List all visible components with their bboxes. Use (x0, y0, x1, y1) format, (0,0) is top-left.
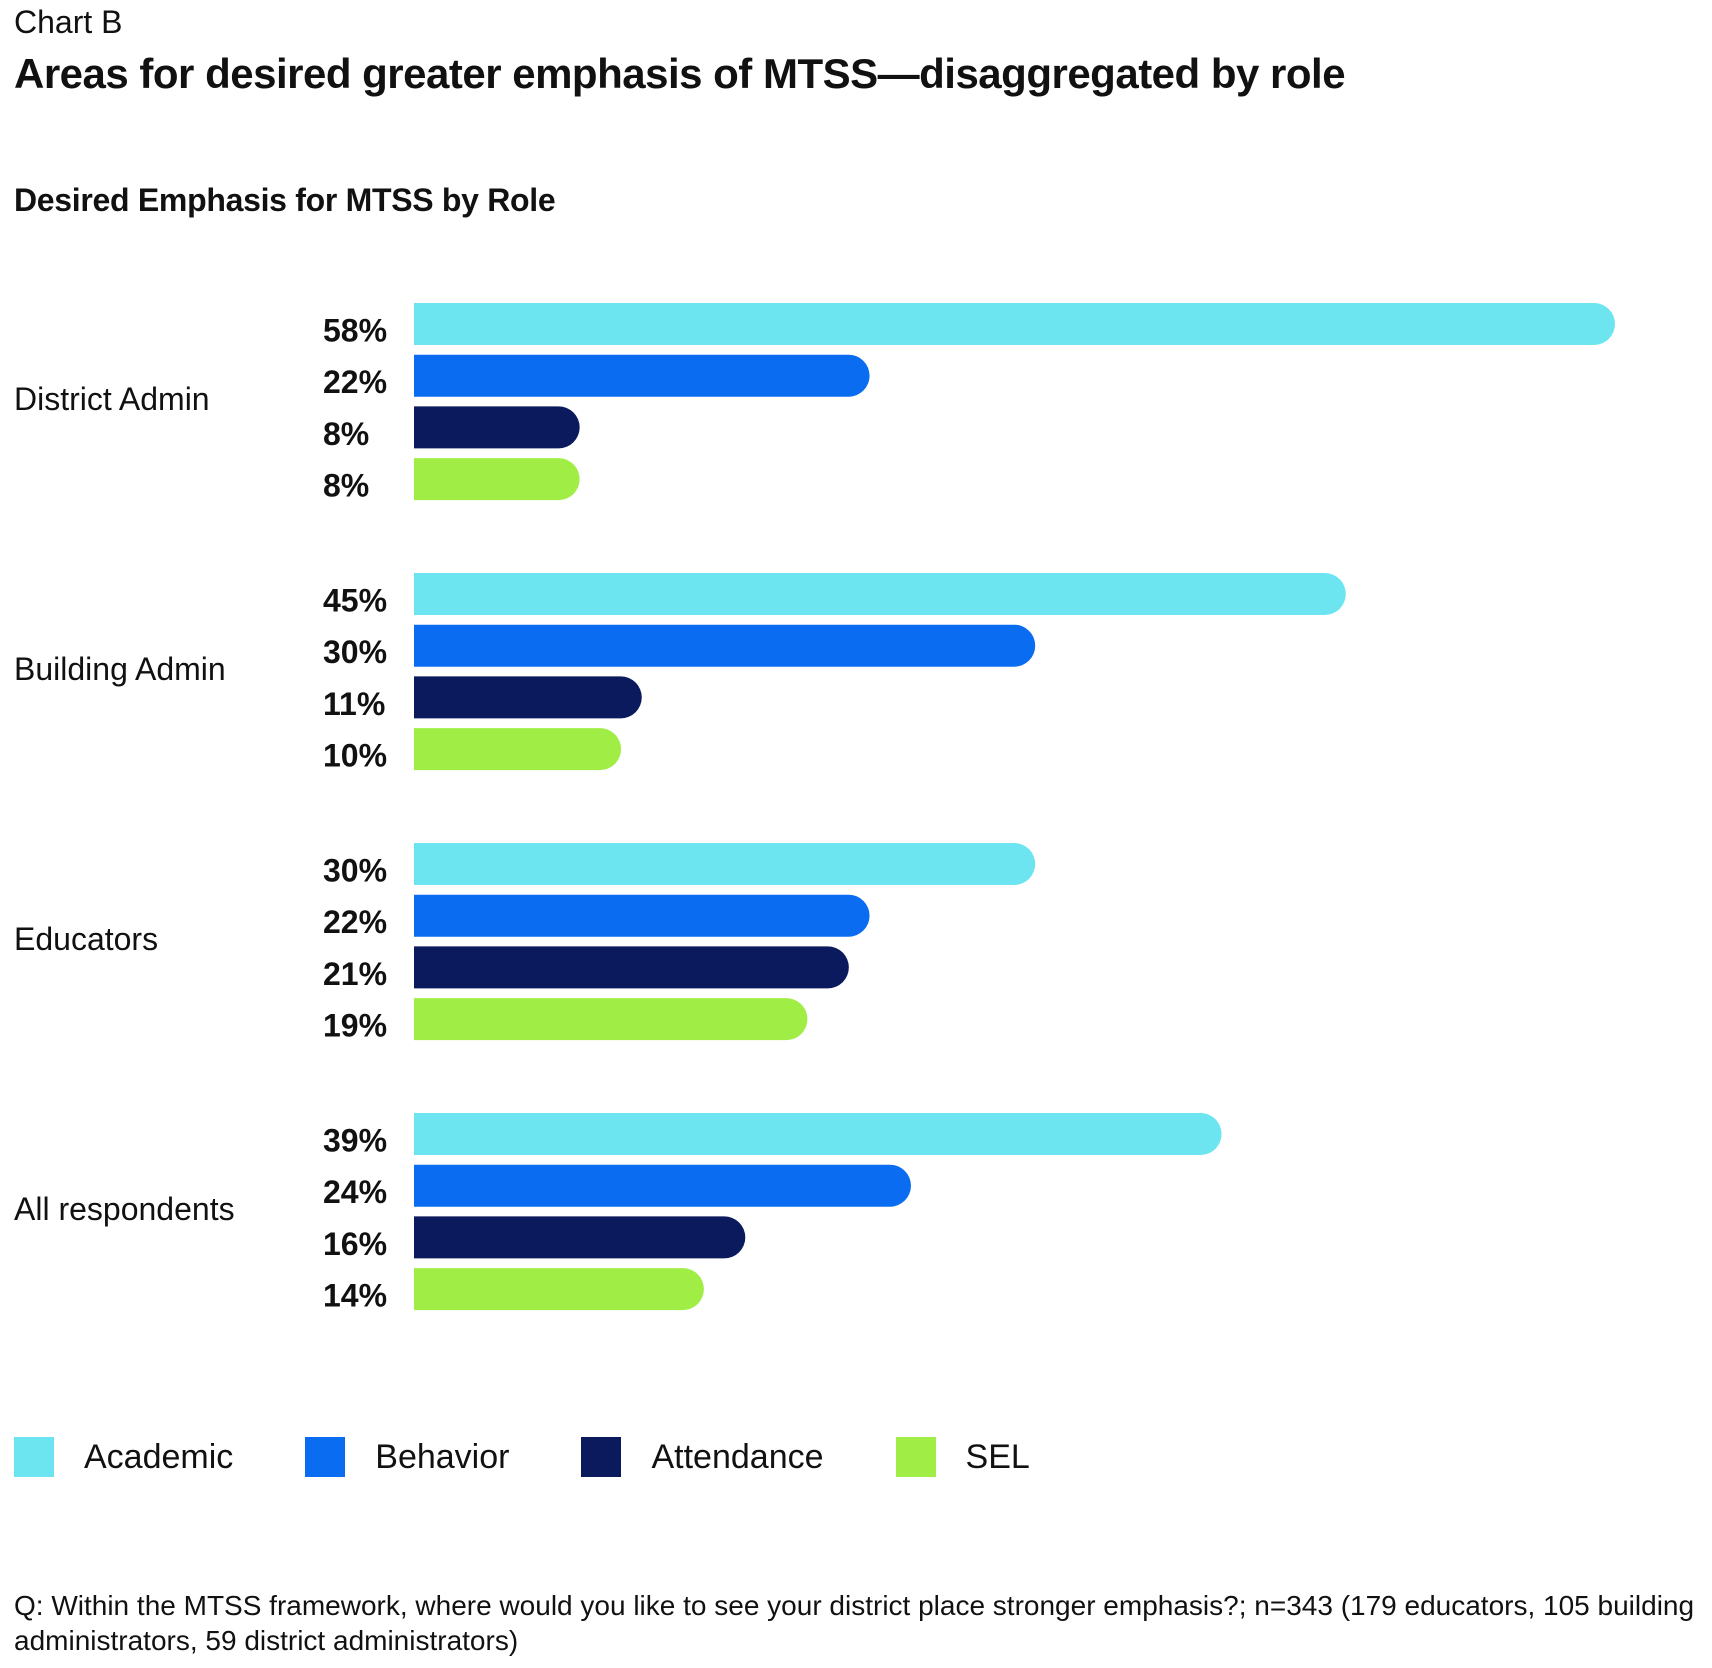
chart-legend: Academic Behavior Attendance SEL (14, 1436, 1102, 1478)
data-label-educators-behavior: 22% (323, 904, 387, 940)
bar-educators-sel (414, 998, 808, 1041)
legend-item-behavior: Behavior (305, 1437, 509, 1477)
bar-chart: District Admin 58% 22% 8% 8% Building Admin 45… (14, 303, 1615, 1314)
data-label-district-admin-sel: 8% (323, 468, 369, 504)
data-label-educators-attendance: 21% (323, 956, 387, 992)
bar-all-respondents-academic (414, 1113, 1222, 1155)
legend-swatch-attendance (581, 1437, 622, 1477)
bar-all-respondents-attendance (414, 1216, 746, 1259)
data-label-district-admin-behavior: 22% (323, 364, 387, 400)
data-label-educators-sel: 19% (323, 1008, 387, 1044)
legend-label-sel: SEL (965, 1437, 1030, 1476)
bar-educators-attendance (414, 946, 849, 989)
data-label-building-admin-behavior: 30% (323, 634, 387, 670)
bar-district-admin-attendance (414, 406, 580, 449)
legend-swatch-academic (14, 1437, 54, 1477)
bar-educators-academic (414, 843, 1036, 885)
chart-kicker: Chart B (14, 4, 123, 40)
data-label-district-admin-academic: 58% (323, 312, 387, 348)
data-label-all-respondents-behavior: 24% (323, 1174, 387, 1210)
legend-item-academic: Academic (14, 1437, 233, 1477)
legend-item-attendance: Attendance (581, 1437, 824, 1477)
bar-building-admin-sel (414, 728, 622, 771)
legend-label-attendance: Attendance (651, 1437, 824, 1476)
bar-building-admin-attendance (414, 676, 642, 719)
bar-all-respondents-sel (414, 1268, 704, 1311)
data-label-district-admin-attendance: 8% (323, 416, 369, 452)
data-label-all-respondents-attendance: 16% (323, 1226, 387, 1262)
bar-all-respondents-behavior (414, 1164, 911, 1207)
bar-district-admin-behavior (414, 354, 870, 397)
legend-swatch-sel (895, 1437, 936, 1477)
bar-building-admin-academic (414, 573, 1346, 615)
chart-footnote: Q: Within the MTSS framework, where woul… (14, 1590, 1695, 1656)
legend-swatch-behavior (305, 1437, 346, 1477)
category-label-educators: Educators (14, 921, 158, 957)
category-label-all-respondents: All respondents (14, 1191, 235, 1227)
legend-item-sel: SEL (895, 1437, 1030, 1477)
data-label-building-admin-academic: 45% (323, 582, 387, 618)
bar-building-admin-behavior (414, 624, 1036, 667)
data-label-all-respondents-academic: 39% (323, 1122, 387, 1158)
category-label-building-admin: Building Admin (14, 651, 226, 687)
data-label-building-admin-sel: 10% (323, 738, 387, 774)
bar-educators-behavior (414, 894, 870, 937)
bar-district-admin-academic (414, 303, 1615, 345)
category-label-district-admin: District Admin (14, 381, 210, 417)
chart-title: Areas for desired greater emphasis of MT… (14, 50, 1346, 97)
bar-district-admin-sel (414, 458, 580, 501)
legend-label-behavior: Behavior (375, 1437, 510, 1476)
data-label-all-respondents-sel: 14% (323, 1278, 387, 1314)
legend-label-academic: Academic (84, 1437, 234, 1476)
chart-subtitle: Desired Emphasis for MTSS by Role (14, 182, 556, 218)
data-label-educators-academic: 30% (323, 852, 387, 888)
data-label-building-admin-attendance: 11% (323, 686, 385, 722)
